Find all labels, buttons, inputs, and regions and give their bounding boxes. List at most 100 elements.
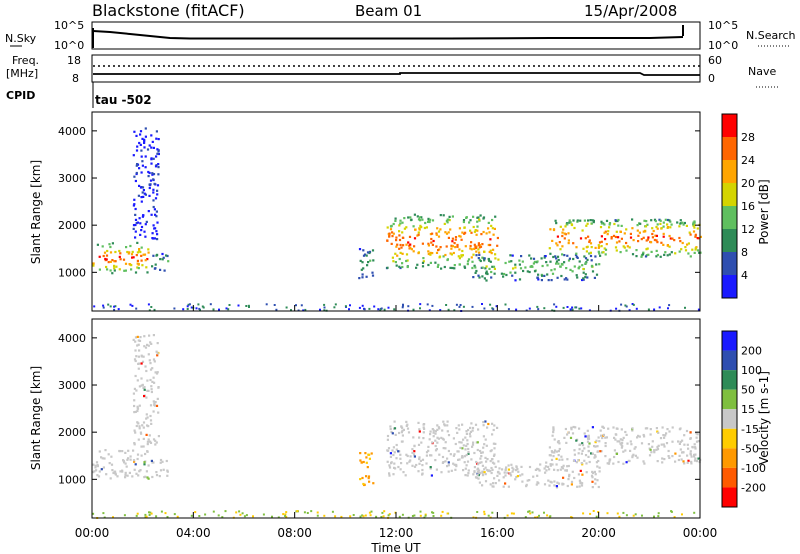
scatter-cell — [653, 238, 656, 242]
scatter-cell — [392, 222, 395, 226]
scatter-cell — [424, 513, 427, 516]
scatter-cell — [359, 478, 362, 481]
scatter-cell — [614, 438, 617, 441]
scatter-cell — [239, 513, 242, 516]
scatter-cell — [600, 220, 603, 223]
scatter-cell — [521, 260, 524, 263]
scatter-cell — [395, 457, 398, 460]
scatter-cell — [553, 451, 556, 454]
scatter-cell — [516, 475, 519, 478]
scatter-cell — [682, 460, 685, 463]
scatter-cell — [566, 306, 569, 308]
scatter-cell — [501, 468, 504, 471]
scatter-cell — [540, 279, 543, 282]
scatter-cell — [584, 454, 588, 457]
scatter-cell — [644, 255, 648, 258]
scatter-cell — [111, 259, 114, 262]
scatter-cell — [400, 440, 403, 443]
scatter-cell — [487, 258, 490, 261]
scatter-cell — [662, 232, 665, 235]
scatter-cell — [591, 480, 594, 483]
scatter-cell — [555, 262, 558, 265]
scatter-cell — [576, 219, 579, 222]
scatter-cell — [506, 514, 509, 517]
scatter-cell — [151, 367, 154, 370]
scatter-cell — [430, 237, 433, 241]
scatter-cell — [561, 234, 564, 238]
colorbar-swatch — [722, 275, 737, 298]
scatter-cell — [447, 236, 450, 239]
scatter-cell — [167, 260, 170, 263]
noise-search-label: N.Search — [746, 29, 796, 42]
scatter-cell — [143, 141, 146, 144]
scatter-cell — [136, 251, 139, 254]
x-tick-label: 16:00 — [480, 526, 515, 540]
scatter-cell — [134, 359, 137, 363]
scatter-cell — [143, 230, 146, 233]
scatter-cell — [379, 309, 382, 312]
scatter-cell — [434, 444, 437, 448]
scatter-cell — [507, 308, 510, 311]
scatter-cell — [458, 257, 461, 260]
noise-left-tick-top: 10^5 — [54, 19, 84, 32]
scatter-cell — [604, 248, 608, 251]
scatter-cell — [371, 271, 374, 274]
scatter-cell — [680, 248, 683, 251]
scatter-cell — [655, 427, 658, 430]
scatter-cell — [391, 256, 394, 259]
scatter-cell — [461, 231, 464, 234]
scatter-cell — [157, 173, 160, 176]
scatter-cell — [518, 259, 521, 262]
scatter-cell — [137, 194, 140, 197]
scatter-cell — [418, 462, 421, 465]
scatter-cell — [417, 470, 420, 473]
scatter-cell — [142, 195, 145, 198]
y-tick-label: 3000 — [58, 172, 86, 185]
scatter-cell — [544, 255, 547, 258]
scatter-cell — [630, 443, 633, 446]
scatter-cell — [697, 308, 700, 311]
scatter-cell — [406, 462, 409, 465]
scatter-cell — [133, 175, 136, 178]
scatter-cell — [549, 454, 552, 457]
scatter-cell — [146, 424, 149, 427]
scatter-cell — [113, 264, 116, 267]
scatter-cell — [553, 438, 556, 441]
scatter-cell — [619, 442, 622, 445]
scatter-cell — [144, 223, 147, 226]
scatter-cell — [695, 460, 699, 463]
scatter-cell — [114, 305, 117, 308]
scatter-cell — [635, 249, 638, 252]
scatter-cell — [612, 462, 615, 465]
scatter-cell — [146, 343, 149, 346]
scatter-cell — [603, 223, 606, 226]
scatter-cell — [693, 459, 697, 462]
scatter-cell — [483, 257, 486, 260]
scatter-cell — [504, 468, 507, 471]
velocity-colorbar-label: Velocity [m s-1] — [757, 371, 771, 465]
scatter-cell — [601, 251, 604, 254]
scatter-cell — [693, 221, 696, 224]
scatter-cell — [147, 251, 150, 254]
scatter-cell — [538, 514, 540, 517]
scatter-cell — [136, 379, 139, 382]
scatter-cell — [139, 143, 142, 146]
scatter-cell — [150, 146, 153, 149]
scatter-cell — [647, 443, 650, 446]
scatter-cell — [323, 309, 326, 312]
scatter-cell — [463, 265, 466, 268]
scatter-cell — [138, 248, 141, 251]
scatter-cell — [590, 474, 594, 477]
scatter-cell — [556, 235, 559, 238]
scatter-cell — [157, 163, 160, 166]
scatter-cell — [629, 236, 633, 239]
scatter-cell — [678, 442, 681, 445]
scatter-cell — [549, 463, 552, 466]
scatter-cell — [694, 453, 697, 456]
scatter-cell — [432, 239, 435, 243]
scatter-cell — [131, 256, 134, 259]
scatter-cell — [390, 224, 393, 227]
scatter-cell — [477, 477, 480, 480]
scatter-cell — [140, 149, 143, 152]
scatter-cell — [109, 245, 112, 249]
